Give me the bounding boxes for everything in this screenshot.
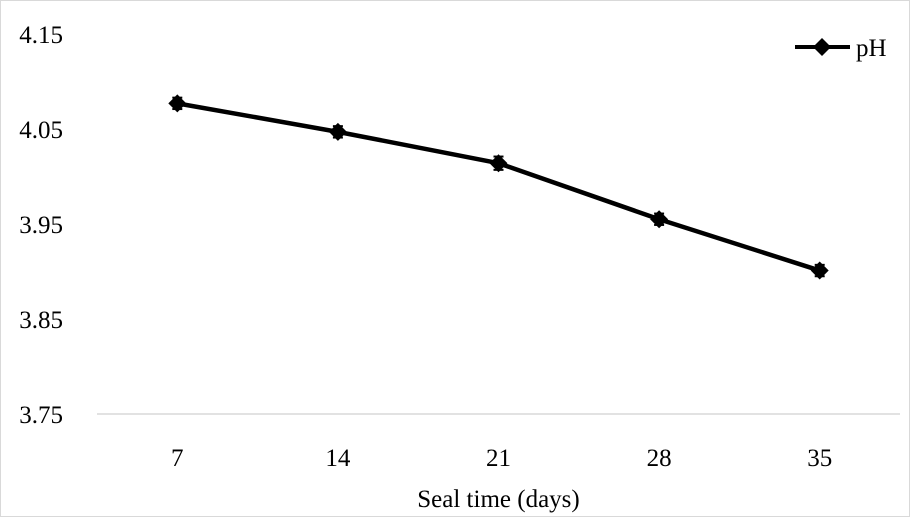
- y-tick-label: 4.15: [19, 22, 63, 49]
- data-point-diamond: [650, 210, 669, 229]
- legend: pH: [795, 35, 887, 62]
- data-point-diamond: [168, 94, 187, 113]
- data-point-diamond: [489, 154, 508, 173]
- x-tick-label: 35: [807, 445, 832, 472]
- legend-diamond-marker: [813, 38, 831, 56]
- y-tick-label: 3.75: [19, 402, 63, 429]
- series-layer: [168, 94, 829, 280]
- x-tick-label: 28: [647, 445, 672, 472]
- y-axis: 3.75 3.85 3.95 4.05 4.15: [19, 22, 63, 429]
- x-axis-label: Seal time (days): [417, 486, 579, 513]
- y-tick-label: 3.95: [19, 212, 63, 239]
- x-tick-label: 7: [171, 445, 184, 472]
- x-tick-label: 14: [325, 445, 351, 472]
- x-tick-label: 21: [486, 445, 511, 472]
- data-point-diamond: [328, 122, 347, 141]
- y-tick-label: 4.05: [19, 117, 63, 144]
- legend-label-ph: pH: [856, 35, 887, 62]
- y-tick-label: 3.85: [19, 307, 63, 334]
- x-axis: 7 14 21 28 35: [171, 445, 832, 472]
- data-point-diamond: [810, 261, 829, 280]
